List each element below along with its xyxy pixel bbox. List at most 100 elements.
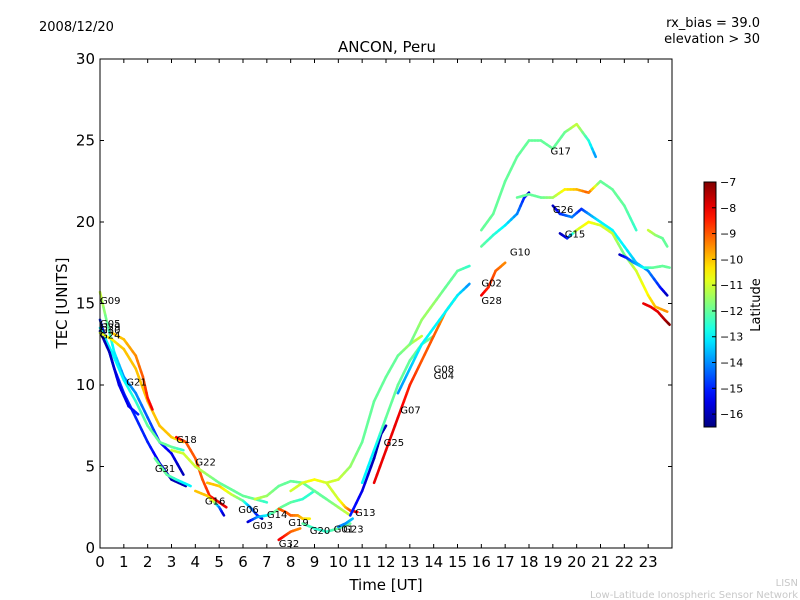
satellite-label-g32: G32	[279, 539, 299, 550]
x-tick-label: 3	[167, 553, 177, 571]
x-tick-label: 12	[376, 553, 395, 571]
track-segment	[390, 391, 397, 403]
satellite-label-g08: G08	[434, 365, 454, 376]
x-tick-label: 11	[353, 553, 372, 571]
track-g33	[618, 253, 671, 269]
track-segment	[378, 457, 385, 468]
track-g15	[551, 204, 669, 297]
track-g04	[396, 282, 471, 395]
track-segment	[345, 522, 352, 527]
track-segment	[366, 465, 373, 476]
track-segment	[491, 204, 498, 216]
track-segment	[494, 196, 501, 207]
track-segment	[592, 151, 598, 159]
colorbar-tick-label: −9	[720, 228, 736, 241]
x-tick-label: 15	[448, 553, 467, 571]
x-tick-label: 17	[496, 553, 515, 571]
x-tick-label: 9	[310, 553, 320, 571]
plot-frame	[99, 58, 673, 549]
x-tick-label: 22	[615, 553, 634, 571]
track-segment	[360, 430, 367, 444]
track-segment	[296, 527, 302, 531]
track-segment	[417, 334, 424, 340]
colorbar-tick-label: −12	[720, 305, 743, 318]
x-tick-label: 21	[591, 553, 610, 571]
y-tick-label: 15	[76, 295, 95, 313]
x-tick-label: 1	[119, 553, 129, 571]
track-g16	[194, 489, 226, 517]
track-segment	[384, 408, 391, 419]
x-tick-label: 8	[286, 553, 296, 571]
x-axis-label: Time [UT]	[348, 576, 422, 594]
rx-bias-label: rx_bias = 39.0	[666, 16, 760, 31]
track-g02	[408, 264, 471, 346]
track-segment	[363, 473, 370, 485]
x-tick-label: 23	[639, 553, 658, 571]
y-tick-label: 25	[76, 132, 95, 150]
track-segment	[501, 261, 507, 267]
satellite-label-g30: G30	[100, 326, 120, 337]
elevation-label: elevation > 30	[664, 32, 760, 47]
track-segment	[667, 322, 671, 326]
x-tick-label: 19	[543, 553, 562, 571]
org-short-label: LISN	[776, 578, 798, 589]
colorbar-tick-label: −10	[720, 253, 743, 266]
x-axis-ticks: 0 1 2 3 4 5 6 7 8 9 10 11 12 13 14 15 16 17 18 19 20 21 22 23	[95, 59, 658, 571]
track-segment	[500, 179, 507, 191]
satellite-label-g09: G09	[100, 296, 120, 307]
x-tick-label: 7	[262, 553, 272, 571]
track-segment	[108, 351, 114, 362]
track-g27	[646, 228, 669, 248]
satellite-label-g23: G23	[343, 524, 363, 535]
y-tick-label: 10	[76, 376, 95, 394]
track-segment	[664, 243, 669, 248]
track-g22	[170, 448, 269, 504]
track-segment	[393, 383, 400, 395]
track-g07	[360, 334, 435, 485]
track-segment	[113, 367, 118, 379]
colorbar-tick-label: −13	[720, 331, 743, 344]
colorbar: −7 −8 −9 −10 −11 −12 −13 −14 −15 −16 Latitude	[703, 176, 764, 428]
x-tick-label: 14	[424, 553, 443, 571]
track-g10	[480, 191, 531, 248]
colorbar-tick-label: −11	[720, 279, 743, 292]
satellite-label-g03: G03	[253, 521, 273, 532]
track-segment	[262, 500, 269, 504]
track-segment	[137, 375, 144, 387]
track-segment	[375, 465, 382, 476]
track-segment	[102, 306, 107, 317]
track-segment	[179, 468, 185, 476]
track-segment	[390, 424, 397, 436]
track-g20	[289, 478, 359, 514]
satellite-label-g01: G01	[334, 524, 354, 535]
satellite-label-g04: G04	[434, 371, 454, 382]
track-segment	[259, 516, 264, 520]
satellite-label-g16: G16	[205, 497, 225, 508]
track-segment	[465, 282, 471, 289]
date-label: 2008/12/20	[39, 20, 114, 35]
satellite-label-g19: G19	[288, 518, 308, 529]
track-g23	[337, 517, 354, 529]
colorbar-tick-label: −7	[720, 176, 736, 189]
track-segment	[381, 416, 388, 428]
track-segment	[149, 405, 154, 411]
track-segment	[360, 481, 367, 493]
y-tick-label: 20	[76, 213, 95, 231]
track-segment	[179, 448, 185, 452]
y-tick-label: 5	[85, 458, 95, 476]
track-g01	[301, 522, 352, 534]
track-g28	[480, 261, 507, 297]
satellite-label-g18: G18	[176, 435, 196, 446]
track-segment	[221, 512, 226, 517]
y-tick-label: 0	[85, 539, 95, 557]
x-tick-label: 6	[238, 553, 248, 571]
track-segment	[396, 408, 403, 419]
satellite-label-g14: G14	[267, 510, 287, 521]
chart-title: ANCON, Peru	[338, 38, 436, 56]
y-axis-label: TEC [UNITS]	[53, 258, 71, 350]
satellite-label-g20: G20	[310, 526, 330, 537]
track-segment	[134, 367, 141, 379]
track-segment	[369, 399, 376, 413]
track-g19	[277, 507, 312, 520]
